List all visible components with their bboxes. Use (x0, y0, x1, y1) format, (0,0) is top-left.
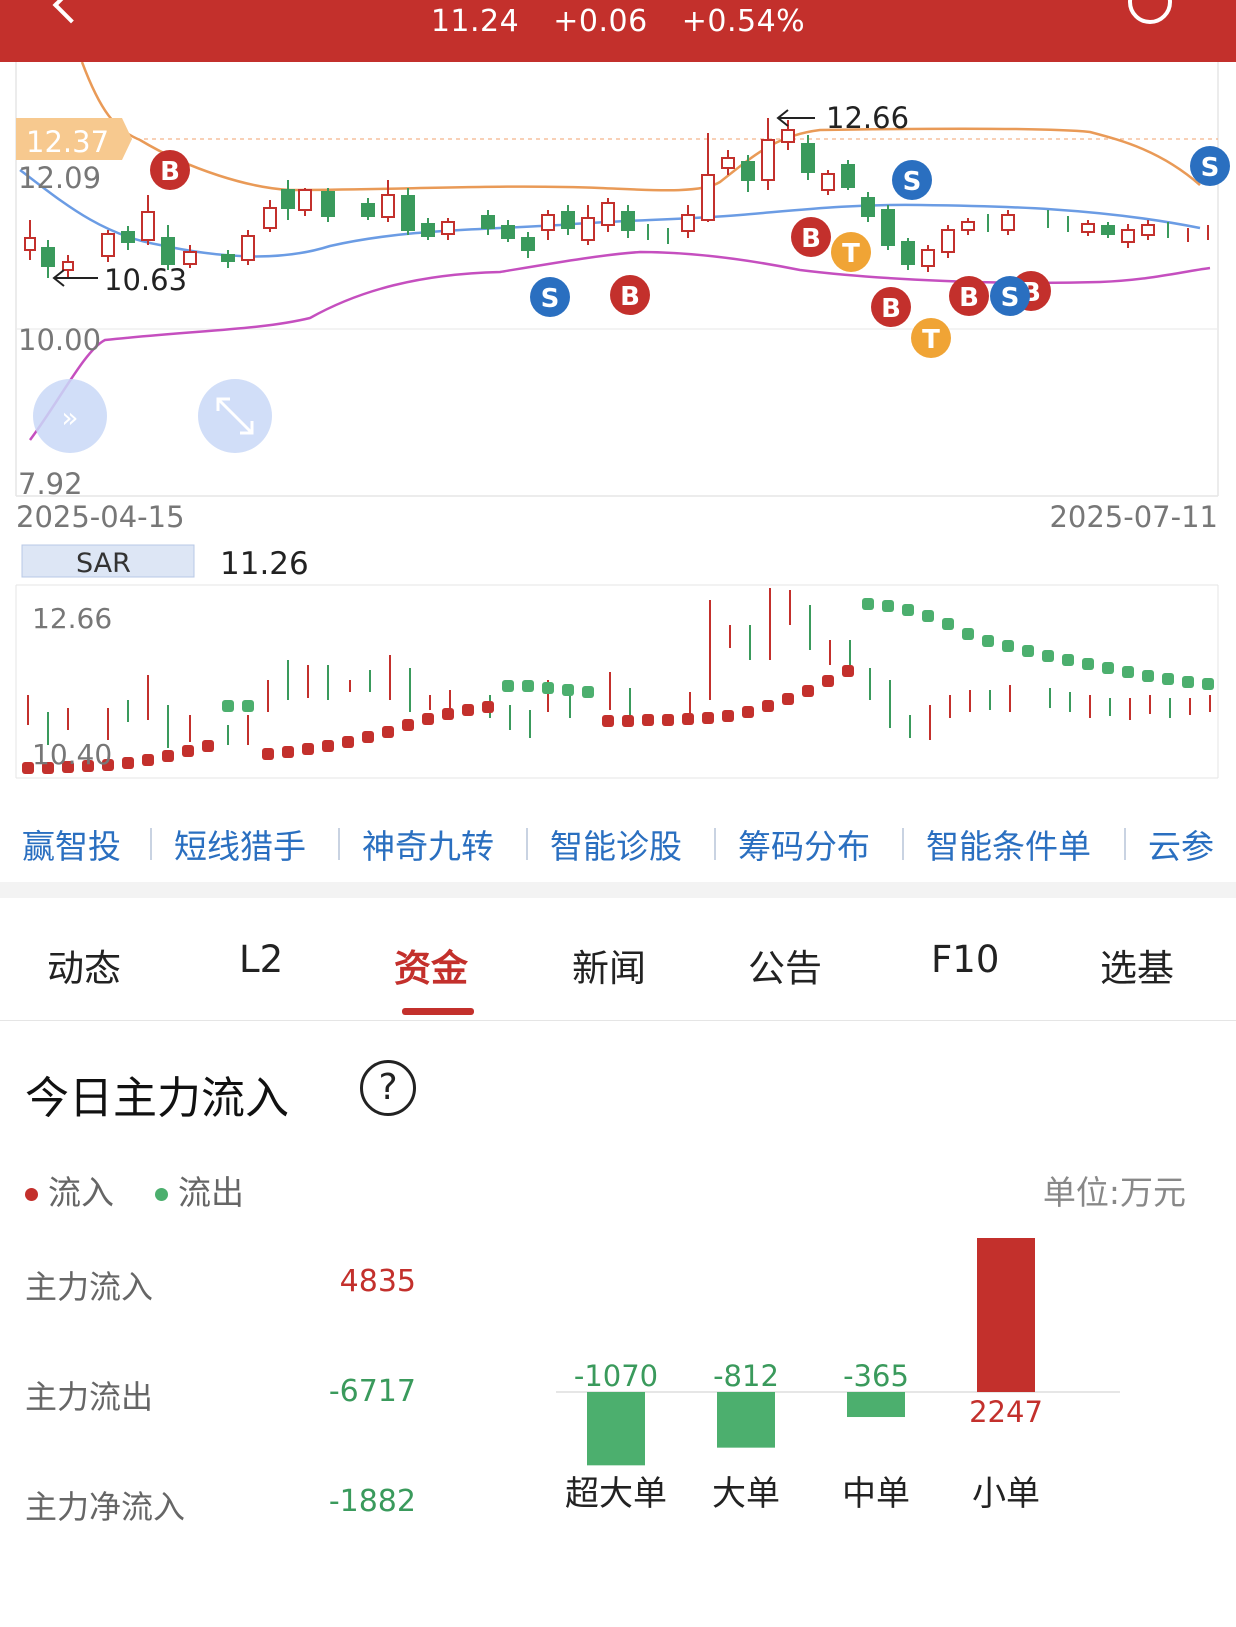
tab-f10[interactable]: F10 (931, 938, 1000, 981)
tab-l2[interactable]: L2 (239, 938, 284, 981)
svg-text:S: S (903, 167, 922, 197)
data-label-small: 2247 (969, 1395, 1043, 1429)
svg-text:S: S (1201, 153, 1220, 183)
content-tabs: 动态 L2 资金 新闻 公告 F10 选基 (0, 898, 1236, 1021)
legend-outflow: 流出 (155, 1166, 244, 1214)
inflow-dot-icon (25, 1188, 38, 1201)
svg-text:S: S (1001, 283, 1020, 313)
data-label-super-large: -1070 (574, 1359, 658, 1393)
tool-strip: 赢智投 短线猎手 神奇九转 智能诊股 筹码分布 智能条件单 云参 (0, 802, 1236, 882)
tool-separator (338, 828, 340, 860)
bar-small (977, 1238, 1035, 1392)
date-end: 2025-07-11 (1049, 500, 1218, 532)
sar-label: SAR (76, 548, 131, 579)
boll-upper-line (80, 62, 1201, 192)
section-title: 今日主力流入 (25, 1073, 289, 1124)
svg-text:B: B (959, 283, 979, 313)
date-start: 2025-04-15 (16, 500, 185, 532)
current-price: 11.24 (430, 4, 520, 39)
help-icon[interactable]: ? (360, 1060, 416, 1116)
high-marker: 12.66 (826, 101, 909, 135)
unit-label: 单位:万元 (1042, 1173, 1186, 1212)
bar-medium (847, 1392, 905, 1418)
tab-fund-select[interactable]: 选基 (1100, 947, 1174, 990)
bar-super-large (587, 1392, 645, 1466)
legend-inflow: 流入 (25, 1166, 114, 1214)
tool-yingzhitou[interactable]: 赢智投 (22, 827, 121, 866)
main-outflow-label: 主力流出 (25, 1378, 154, 1416)
top-bar: 11.24 +0.06 +0.54% (0, 0, 1236, 62)
sar-chart[interactable]: SAR 11.26 (0, 536, 1236, 786)
legend-inflow-label: 流入 (48, 1173, 114, 1212)
tool-separator (714, 828, 716, 860)
low-marker: 10.63 (104, 263, 187, 297)
expand-left-button (33, 379, 107, 453)
tab-announcements[interactable]: 公告 (748, 947, 822, 990)
tool-smart-diagnosis[interactable]: 智能诊股 (550, 827, 682, 866)
price-axis-bottom: 7.92 (18, 467, 83, 501)
tool-separator (526, 828, 528, 860)
tab-dynamics[interactable]: 动态 (47, 947, 121, 990)
tool-smart-order[interactable]: 智能条件单 (926, 827, 1091, 866)
sar-candles (27, 588, 1211, 748)
tool-short-hunter[interactable]: 短线猎手 (174, 827, 306, 866)
sar-value: 11.26 (220, 546, 309, 582)
section-gap (0, 882, 1236, 898)
data-label-medium: -365 (843, 1359, 909, 1393)
sar-axis-bottom: 10.40 (32, 738, 112, 771)
tool-separator (1124, 828, 1126, 860)
tool-magic-nine[interactable]: 神奇九转 (362, 827, 494, 866)
active-tab-indicator (402, 1008, 474, 1015)
svg-text:B: B (160, 157, 180, 187)
price-change: +0.06 (553, 4, 648, 39)
tab-funds[interactable]: 资金 (394, 947, 468, 990)
price-change-pct: +0.54% (681, 4, 806, 39)
category-label-super-large: 超大单 (565, 1474, 667, 1514)
svg-text:T: T (842, 239, 860, 269)
bar-large (717, 1392, 775, 1448)
category-label-small: 小单 (972, 1474, 1040, 1514)
svg-text:S: S (541, 284, 560, 314)
tab-news[interactable]: 新闻 (572, 947, 646, 990)
current-price-tag (16, 118, 122, 160)
price-axis-mid: 10.00 (18, 323, 101, 357)
price-label-current: 12.37 (26, 125, 109, 159)
sar-axis-top: 12.66 (32, 602, 112, 635)
svg-text:B: B (620, 282, 640, 312)
outflow-dot-icon (155, 1188, 168, 1201)
data-label-large: -812 (713, 1359, 779, 1393)
main-outflow-value: -6717 (328, 1374, 416, 1409)
category-label-large: 大单 (712, 1474, 780, 1514)
category-label-medium: 中单 (842, 1474, 910, 1514)
quote-summary: 11.24 +0.06 +0.54% (0, 4, 1236, 39)
svg-text:T: T (922, 325, 940, 355)
sar-dots (22, 598, 1214, 774)
trade-signals[interactable]: B B B B B B S S S S T T (150, 146, 1230, 358)
tool-separator (150, 828, 152, 860)
candles (24, 118, 1209, 278)
sar-label-box (21, 544, 195, 578)
svg-text:B: B (801, 224, 821, 254)
svg-text:»: » (61, 401, 78, 434)
tool-separator (902, 828, 904, 860)
main-net-inflow-label: 主力净流入 (25, 1488, 186, 1526)
kline-chart[interactable]: B B B B B B S S S S T T 12.37 12.09 10.0… (0, 62, 1236, 532)
main-net-inflow-value: -1882 (328, 1484, 416, 1519)
main-inflow-value: 4835 (339, 1264, 416, 1299)
tool-yuncan[interactable]: 云参 (1148, 827, 1214, 866)
tool-chip-distribution[interactable]: 筹码分布 (738, 827, 870, 866)
svg-text:B: B (881, 294, 901, 324)
order-flow-bar-chart: -1070 超大单 -812 大单 -365 中单 2247 小单 (556, 1238, 1120, 1514)
main-inflow-label: 主力流入 (25, 1268, 154, 1306)
price-axis-top: 12.09 (18, 161, 101, 195)
legend-outflow-label: 流出 (178, 1173, 244, 1212)
